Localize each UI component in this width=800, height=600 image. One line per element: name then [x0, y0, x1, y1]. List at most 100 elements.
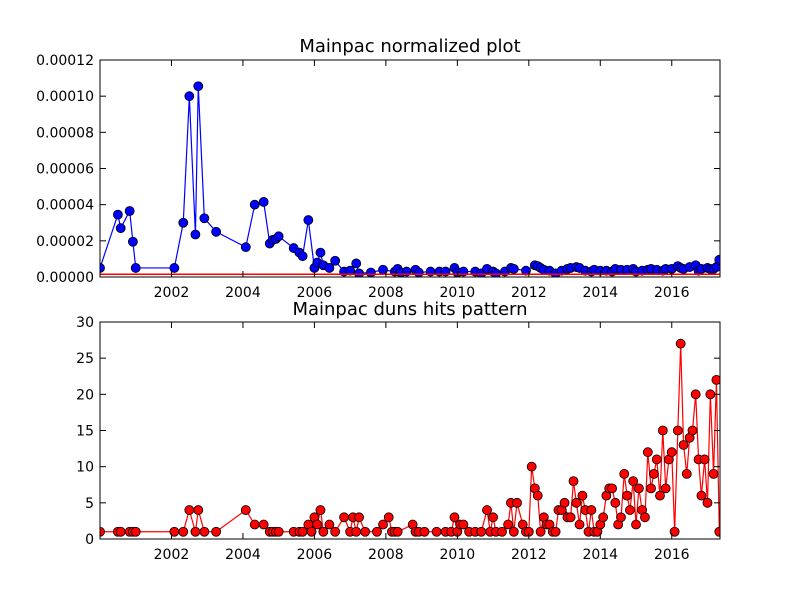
data-point — [690, 389, 701, 400]
y-tick-label: 20 — [76, 387, 94, 403]
y-tick-label: 25 — [76, 351, 94, 367]
x-tick-label: 2006 — [297, 285, 333, 301]
data-point — [640, 512, 650, 523]
data-point — [190, 229, 201, 240]
data-point — [648, 468, 659, 479]
data-point — [577, 490, 588, 501]
data-point — [258, 197, 269, 207]
x-tick-label: 2012 — [511, 547, 547, 563]
x-tick-label: 2006 — [297, 547, 333, 563]
data-point — [625, 505, 635, 515]
plot-frame — [99, 59, 721, 278]
data-point — [130, 526, 141, 537]
data-point — [184, 505, 195, 515]
data-point — [476, 526, 487, 537]
data-point — [303, 215, 314, 225]
y-tick-label: 0 — [85, 532, 94, 548]
data-point — [199, 526, 210, 537]
data-point — [482, 505, 492, 515]
data-point — [550, 526, 561, 537]
y-tick-label: 5 — [85, 496, 94, 512]
data-point — [508, 263, 519, 274]
data-point — [240, 505, 251, 515]
data-point — [449, 512, 460, 523]
data-point — [249, 519, 260, 530]
data-point — [312, 519, 323, 530]
data-point — [306, 526, 317, 537]
data-point — [699, 454, 710, 465]
data-point — [324, 519, 335, 530]
data-point — [315, 247, 326, 258]
data-point — [669, 526, 680, 537]
data-point — [330, 255, 341, 266]
data-point — [372, 526, 382, 537]
data-point — [318, 526, 329, 537]
data-point — [488, 512, 498, 523]
x-tick-label: 2004 — [225, 285, 261, 301]
y-tick-label: 0.00002 — [36, 234, 94, 250]
data-point — [714, 254, 720, 265]
plot-frame — [99, 321, 721, 540]
data-point — [714, 526, 720, 537]
x-tick-label: 2004 — [225, 547, 261, 563]
data-point — [651, 454, 662, 465]
data-point — [565, 512, 576, 523]
data-point — [512, 497, 522, 508]
data-point — [273, 526, 284, 537]
data-point — [127, 236, 138, 247]
data-point — [631, 519, 641, 530]
data-point — [503, 519, 513, 530]
data-point — [258, 519, 269, 530]
data-point — [115, 223, 126, 234]
data-point — [642, 447, 653, 458]
data-point — [115, 526, 126, 537]
data-point — [365, 267, 376, 277]
data-point — [559, 497, 570, 508]
axis-ticks: 0.00000 0.00002 0.00004 0.00006 0.00008 0.000… — [36, 53, 720, 301]
data-point — [193, 81, 204, 92]
data-point — [526, 461, 537, 472]
data-point — [702, 497, 713, 508]
x-tick-label: 2010 — [440, 547, 476, 563]
data-point — [458, 519, 469, 530]
data-point — [532, 490, 543, 501]
x-tick-label: 2012 — [511, 285, 547, 301]
data-point — [193, 505, 204, 515]
x-tick-label: 2002 — [154, 285, 190, 301]
data-point — [508, 526, 519, 537]
data-point — [112, 209, 123, 220]
data-point — [240, 242, 251, 253]
data-point — [383, 512, 394, 523]
y-tick-label: 0.00008 — [36, 125, 94, 141]
data-point — [622, 490, 632, 501]
data-point — [657, 425, 668, 436]
y-tick-label: 0.00004 — [36, 198, 94, 214]
x-tick-label: 2002 — [154, 547, 190, 563]
data-point — [619, 468, 630, 479]
y-tick-label: 0.00000 — [36, 270, 94, 286]
data-point — [351, 526, 362, 537]
data-point — [616, 512, 626, 523]
data-point — [586, 505, 597, 515]
data-point — [345, 265, 356, 276]
plot-marks — [100, 338, 720, 537]
data-point — [628, 476, 639, 487]
x-tick-label: 2014 — [582, 285, 618, 301]
axis-ticks: 0 5 10 15 20 25 30 2002 2004 2006 2008 2010 2012 2014… — [76, 315, 720, 563]
data-point — [672, 425, 683, 436]
data-point — [130, 263, 141, 273]
data-point — [330, 526, 341, 537]
data-point — [708, 468, 719, 479]
data-point — [696, 490, 707, 501]
duns-hits-plot: Mainpac duns hits pattern 0 5 10 15 20 25 30 20… — [76, 299, 721, 563]
data-point — [392, 526, 403, 537]
data-point — [678, 440, 689, 450]
y-tick-label: 30 — [76, 315, 94, 331]
y-tick-label: 0.00006 — [36, 162, 94, 178]
data-point — [705, 389, 716, 400]
data-point — [211, 526, 222, 537]
plot-marks — [100, 81, 720, 277]
y-tick-label: 10 — [76, 460, 94, 476]
